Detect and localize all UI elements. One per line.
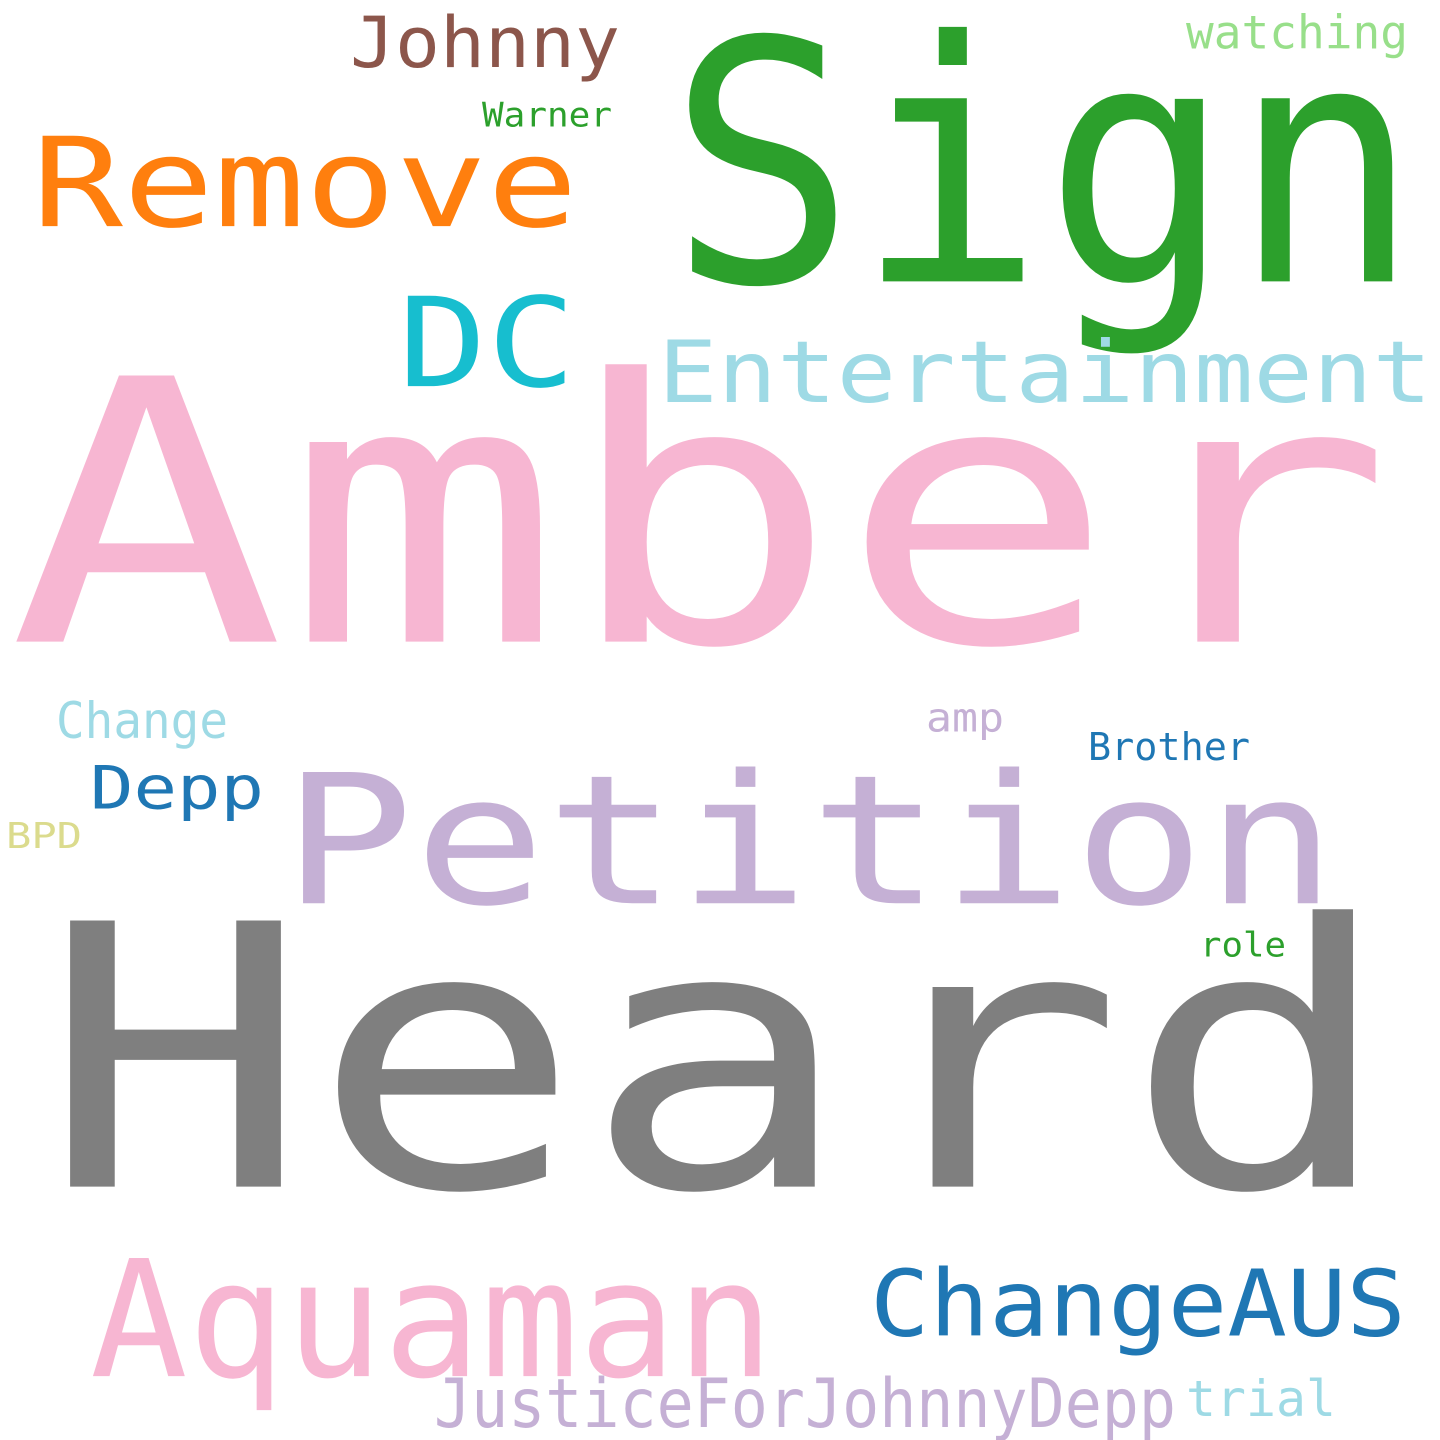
word-heard: Heard (40, 847, 1395, 1275)
word-change: Change (56, 691, 228, 750)
word-amber: Amber (8, 302, 1393, 730)
word-role: role (1200, 924, 1286, 965)
word-warner: Warner (482, 94, 612, 135)
word-amp: amp (926, 694, 1004, 742)
word-remove: Remove (32, 110, 578, 256)
word-dc: DC (398, 270, 576, 416)
word-watching: watching (1186, 5, 1408, 60)
word-aquaman: Aquaman (90, 1225, 774, 1415)
word-petition: Petition (282, 735, 1337, 947)
word-trial: trial (1186, 1369, 1336, 1428)
word-brother: Brother (1088, 724, 1250, 770)
word-entertainment: Entertainment (658, 322, 1432, 423)
word-changeaus: ChangeAUS (870, 1249, 1406, 1358)
word-justiceforjohnnydepp: JusticeForJohnnyDepp (434, 1363, 1176, 1440)
word-sign: Sign (668, 0, 1420, 362)
word-bpd: BPD (6, 814, 82, 857)
word-depp: Depp (90, 752, 264, 823)
word-johnny: Johnny (350, 1, 620, 84)
